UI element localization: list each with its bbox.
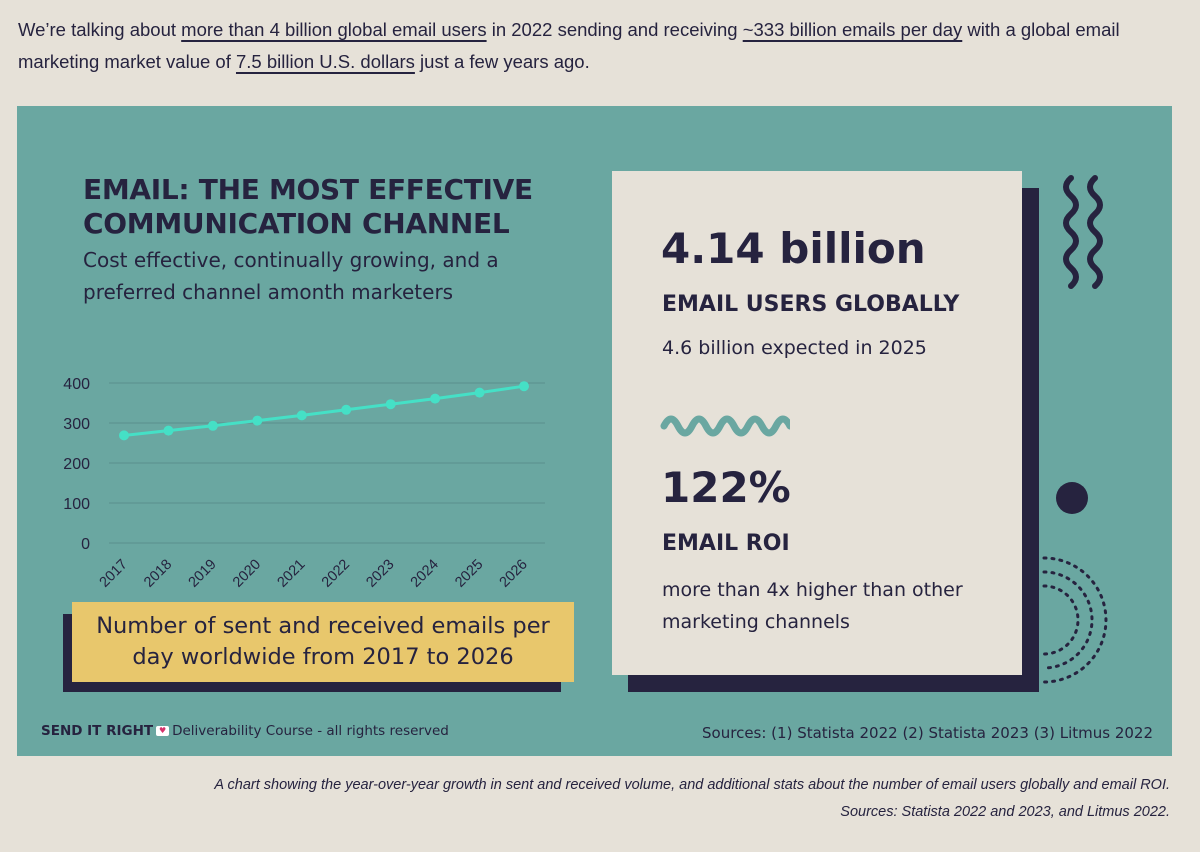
infographic-subtitle: Cost effective, continually growing, and… [83,248,499,304]
envelope-heart-icon: ♥ [156,726,170,736]
data-point [207,420,218,431]
intro-text: We’re talking about [18,19,182,40]
data-point [296,410,307,421]
x-tick-label: 2023 [363,557,397,591]
x-tick-label: 2020 [230,557,264,591]
intro-text: just a few years ago. [414,51,590,72]
data-point [385,399,396,410]
y-tick-label: 100 [63,496,90,513]
title-line-1: EMAIL: THE MOST EFFECTIVE [83,173,533,206]
line-chart: 0 100 200 300 400 2017 2018 2019 2020 2021 2022 202… [63,376,545,591]
figure-caption-line2: Sources: Statista 2022 and 2023, and Lit… [840,804,1170,820]
series-line [123,384,525,437]
wave-icon [660,415,790,437]
title-line-2: COMMUNICATION CHANNEL [83,207,510,240]
figure-caption-line1: A chart showing the year-over-year growt… [214,777,1170,793]
stat-roi-label: EMAIL ROI [662,531,790,556]
intro-text: with a global email marketing market val… [18,19,1120,72]
dot-icon [1056,482,1088,514]
infographic-title: EMAIL: THE MOST EFFECTIVE COMMUNICATION C… [83,173,533,241]
x-tick-label: 2019 [186,557,220,591]
vertical-squiggles-icon [1063,175,1103,289]
stat-roi-value: 122% [661,463,791,512]
emails-per-day-link[interactable]: ~333 billion emails per day [742,19,963,40]
data-point [252,415,263,426]
figure-caption: A chart showing the year-over-year growt… [214,772,1170,826]
infographic-card: EMAIL: THE MOST EFFECTIVE COMMUNICATION C… [17,106,1172,756]
x-tick-label: 2022 [319,557,353,591]
data-point [430,393,441,404]
x-tick-label: 2025 [452,557,486,591]
x-tick-label: 2017 [97,557,131,591]
dotted-arcs-icon [1042,556,1108,684]
intro-text: in 2022 sending and receiving [486,19,743,40]
email-users-link[interactable]: more than 4 billion global email users [181,19,487,40]
brand-name: SEND IT RIGHT [41,723,154,739]
stats-panel: 4.14 billion EMAIL USERS GLOBALLY 4.6 bi… [612,171,1022,675]
y-tick-label: 200 [63,456,90,473]
chart-caption: Number of sent and received emails per d… [72,602,574,682]
stat-roi-desc: more than 4x higher than other marketing… [662,579,963,633]
footer-text: Deliverability Course - all rights reser… [172,723,449,739]
intro-paragraph: We’re talking about more than 4 billion … [18,14,1178,78]
y-tick-label: 300 [63,416,90,433]
footer-credit: SEND IT RIGHT ♥ Deliverability Course - al… [41,723,449,739]
data-point [341,404,352,415]
data-point [519,381,529,392]
data-point [119,430,129,441]
y-tick-label: 400 [63,376,90,393]
y-tick-label: 0 [81,536,90,553]
x-tick-label: 2024 [408,557,442,591]
data-point [163,425,174,436]
data-point [474,387,485,398]
stat-users-value: 4.14 billion [661,224,926,273]
stat-users-desc: 4.6 billion expected in 2025 [662,337,927,359]
x-tick-label: 2026 [497,557,531,591]
market-value-link[interactable]: 7.5 billion U.S. dollars [235,51,415,72]
x-tick-label: 2021 [274,557,308,591]
x-tick-label: 2018 [141,557,175,591]
sources-text: Sources: (1) Statista 2022 (2) Statista … [702,724,1153,742]
stat-users-label: EMAIL USERS GLOBALLY [662,292,960,317]
